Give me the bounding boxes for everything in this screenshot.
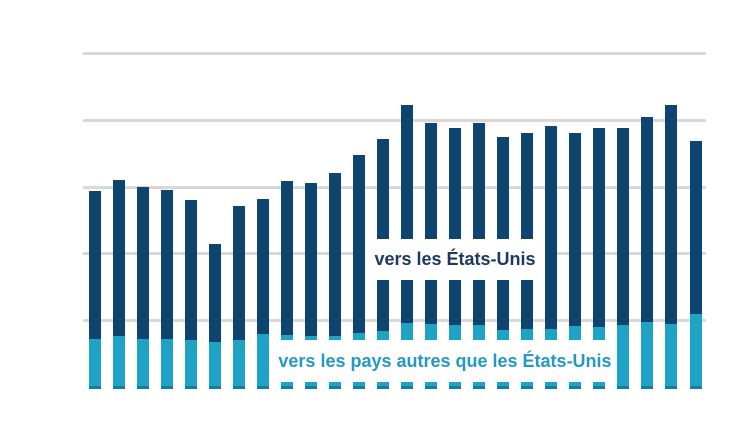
bar-segment-to-united-states [401, 105, 413, 323]
bar-segment-to-united-states [497, 137, 509, 330]
bar-segment-to-united-states [185, 200, 197, 340]
bar-segment-to-other-countries [257, 334, 269, 389]
bar-segment-to-united-states [161, 190, 173, 339]
bar-segment-to-united-states [257, 199, 269, 334]
bar-segment-to-other-countries [185, 340, 197, 389]
bar-segment-to-united-states [137, 187, 149, 339]
bar-segment-to-united-states [665, 105, 677, 324]
bar-segment-to-other-countries [209, 342, 221, 389]
bar-segment-to-united-states [233, 206, 245, 340]
bar-segment-to-united-states [113, 180, 125, 336]
gridline [83, 318, 706, 322]
bar-segment-to-other-countries [665, 324, 677, 389]
bar-segment-to-united-states [617, 128, 629, 325]
bar-segment-to-united-states [329, 173, 341, 336]
bar-segment-to-united-states [521, 133, 533, 329]
bar-segment-to-other-countries [137, 339, 149, 389]
bar-segment-to-united-states [353, 155, 365, 333]
bar-segment-to-united-states [690, 141, 702, 314]
bar-segment-to-united-states [281, 181, 293, 335]
bar-segment-to-other-countries [641, 322, 653, 389]
bar-segment-to-united-states [449, 128, 461, 325]
bar-segment-to-united-states [593, 128, 605, 327]
label-box-to-other-countries: vers les pays autres que les États-Unis [275, 340, 615, 382]
gridline [83, 119, 706, 122]
bar-segment-to-other-countries [161, 339, 173, 389]
gridline [83, 52, 706, 55]
bar-segment-to-united-states [473, 123, 485, 325]
bar-segment-to-united-states [545, 126, 557, 329]
bar-segment-to-united-states [305, 183, 317, 336]
label-text-to-other-countries: vers les pays autres que les États-Unis [278, 350, 612, 371]
bar-segment-to-united-states [89, 191, 101, 339]
bar-segment-to-other-countries [690, 314, 702, 389]
bar-segment-to-other-countries [233, 340, 245, 389]
bar-segment-to-united-states [569, 133, 581, 326]
bar-segment-to-other-countries [617, 325, 629, 389]
bar-segment-to-other-countries [113, 336, 125, 389]
bar-segment-to-united-states [209, 244, 221, 342]
gridline [83, 185, 706, 189]
bar-segment-to-other-countries [89, 339, 101, 389]
bar-segment-to-united-states [425, 123, 437, 324]
label-text-to-united-states: vers les États-Unis [374, 249, 536, 269]
bar-segment-to-united-states [641, 117, 653, 322]
label-box-to-united-states: vers les États-Unis [365, 239, 545, 280]
bar-segment-to-united-states [377, 139, 389, 331]
